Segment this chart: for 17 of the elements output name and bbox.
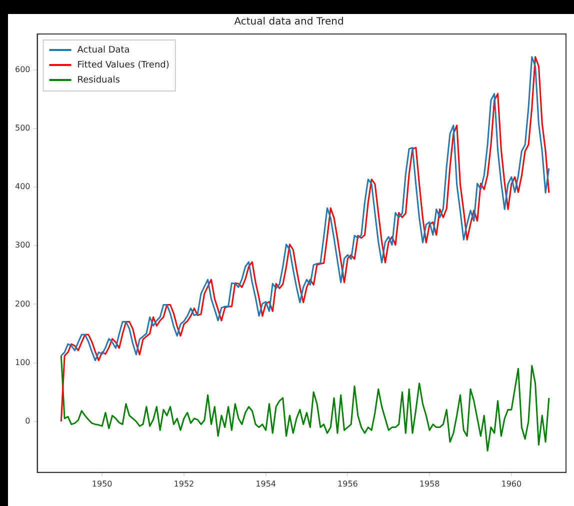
y-tick-label: 500 — [14, 123, 30, 132]
legend-label: Fitted Values (Trend) — [77, 60, 170, 70]
x-tick-label: 1958 — [419, 479, 440, 488]
y-tick-label: 300 — [14, 240, 30, 250]
legend-label: Actual Data — [77, 45, 130, 56]
x-tick-label: 1954 — [256, 479, 276, 488]
y-tick-label: 100 — [14, 358, 30, 367]
y-tick-label: 0 — [25, 416, 30, 426]
x-tick-label: 1950 — [92, 479, 112, 488]
y-tick-label: 400 — [14, 182, 30, 192]
legend-label: Residuals — [77, 75, 120, 86]
y-tick-label: 600 — [14, 64, 30, 74]
x-tick-label: 1960 — [501, 479, 522, 488]
x-tick-label: 1956 — [338, 479, 358, 488]
chart-title: Actual data and Trend — [234, 16, 344, 28]
x-tick-label: 1952 — [174, 479, 194, 488]
y-tick-label: 200 — [14, 299, 30, 308]
